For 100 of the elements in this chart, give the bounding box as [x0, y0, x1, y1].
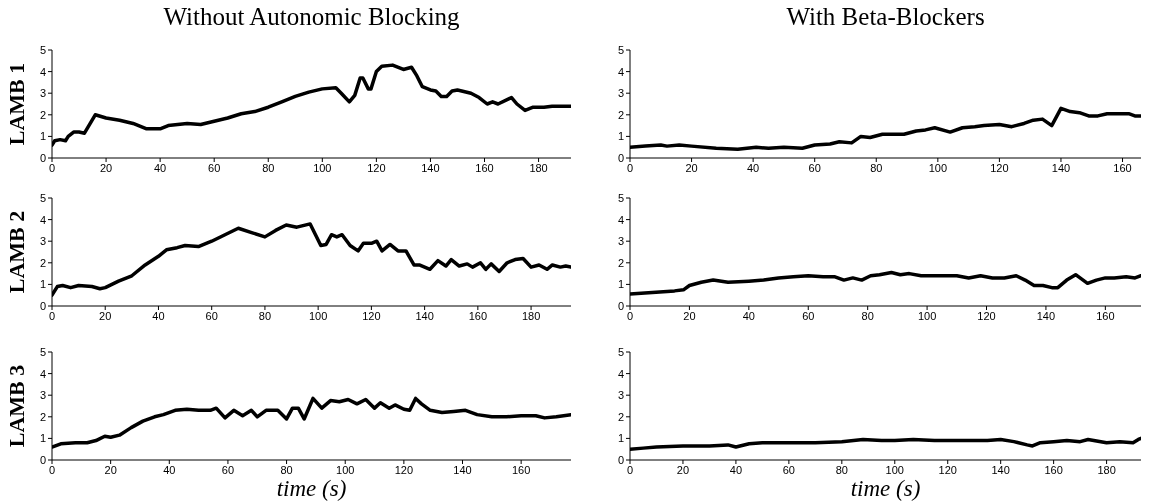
x-tick-label: 80: [861, 309, 874, 322]
y-tick-label: 4: [617, 367, 624, 380]
x-tick-label: 40: [742, 309, 755, 322]
x-tick-label: 160: [1096, 309, 1115, 322]
x-tick-label: 80: [258, 309, 272, 322]
x-tick-label: 120: [367, 161, 386, 174]
x-tick-label: 0: [48, 309, 56, 322]
y-tick-label: 3: [617, 87, 624, 100]
x-tick-label: 140: [415, 309, 434, 322]
y-tick-label: 2: [617, 410, 624, 423]
y-tick-label: 4: [39, 65, 46, 78]
y-tick-label: 3: [39, 235, 46, 248]
y-tick-label: 1: [39, 278, 46, 291]
y-tick-label: 2: [39, 256, 46, 269]
x-tick-label: 60: [782, 463, 795, 476]
x-tick-label: 20: [99, 161, 113, 174]
x-tick-label: 60: [208, 161, 221, 174]
x-tick-label: 100: [928, 161, 948, 174]
x-tick-label: 0: [48, 161, 56, 174]
x-tick-label: 120: [394, 463, 414, 476]
x-tick-label: 20: [683, 309, 696, 322]
y-tick-label: 1: [39, 130, 46, 143]
x-tick-label: 80: [870, 161, 883, 174]
x-tick-label: 0: [48, 463, 56, 476]
y-tick-label: 2: [39, 410, 46, 423]
y-tick-label: 3: [617, 235, 624, 248]
chart-title: With Beta-Blockers: [785, 3, 986, 31]
x-tick-label: 20: [685, 161, 698, 174]
x-tick-label: 180: [529, 161, 548, 174]
y-tick-label: 0: [617, 299, 624, 312]
x-axis-title: time (s): [275, 476, 348, 502]
y-tick-label: 4: [39, 367, 46, 380]
x-tick-label: 20: [104, 463, 117, 476]
y-tick-label: 3: [617, 389, 624, 402]
x-tick-label: 140: [991, 463, 1010, 476]
y-axis-title: LAMB 1: [4, 62, 30, 146]
x-tick-label: 100: [336, 463, 355, 476]
x-tick-label: 100: [308, 309, 328, 322]
x-tick-label: 140: [1036, 309, 1056, 322]
x-tick-label: 140: [421, 161, 440, 174]
y-tick-label: 4: [617, 213, 624, 226]
x-tick-label: 40: [154, 161, 167, 174]
x-tick-label: 160: [475, 161, 494, 174]
x-tick-label: 120: [990, 161, 1009, 174]
y-tick-label: 4: [617, 65, 624, 78]
y-tick-label: 0: [617, 151, 624, 164]
x-tick-label: 60: [802, 309, 815, 322]
x-tick-label: 0: [626, 463, 634, 476]
x-tick-label: 180: [1097, 463, 1116, 476]
x-axis-title: time (s): [849, 476, 922, 502]
chart-title: Without Autonomic Blocking: [162, 3, 461, 31]
x-tick-label: 180: [521, 309, 541, 322]
y-tick-label: 5: [39, 43, 46, 56]
x-tick-label: 160: [1044, 463, 1063, 476]
y-tick-label: 1: [617, 432, 624, 445]
x-tick-label: 120: [977, 309, 996, 322]
y-tick-label: 0: [617, 453, 624, 466]
y-axis-title: LAMB 3: [4, 364, 30, 448]
y-tick-label: 0: [39, 151, 46, 164]
x-tick-label: 120: [362, 309, 381, 322]
x-tick-label: 0: [626, 309, 634, 322]
x-tick-label: 60: [808, 161, 821, 174]
x-tick-label: 100: [885, 463, 904, 476]
y-tick-label: 1: [39, 432, 46, 445]
y-tick-label: 2: [617, 108, 624, 121]
x-tick-label: 40: [729, 463, 743, 476]
x-tick-label: 80: [835, 463, 848, 476]
y-tick-label: 0: [39, 453, 46, 466]
y-tick-label: 5: [617, 191, 624, 204]
y-tick-label: 3: [39, 389, 46, 402]
y-tick-label: 1: [617, 278, 624, 291]
x-tick-label: 20: [99, 309, 112, 322]
y-tick-label: 0: [39, 299, 46, 312]
y-tick-label: 1: [617, 130, 624, 143]
x-tick-label: 160: [1113, 161, 1132, 174]
x-tick-label: 140: [453, 463, 472, 476]
x-tick-label: 60: [205, 309, 218, 322]
y-tick-label: 3: [39, 87, 46, 100]
x-tick-label: 100: [313, 161, 332, 174]
x-tick-label: 100: [917, 309, 937, 322]
x-tick-label: 40: [152, 309, 165, 322]
y-tick-label: 5: [617, 43, 624, 56]
y-axis-title: LAMB 2: [4, 210, 30, 294]
y-tick-label: 2: [617, 256, 624, 269]
x-tick-label: 80: [280, 463, 293, 476]
x-tick-label: 160: [468, 309, 488, 322]
x-tick-label: 160: [511, 463, 531, 476]
y-tick-label: 4: [39, 213, 46, 226]
x-tick-label: 120: [938, 463, 957, 476]
x-tick-label: 40: [747, 161, 760, 174]
x-tick-label: 20: [676, 463, 690, 476]
x-tick-label: 40: [163, 463, 176, 476]
x-tick-label: 0: [626, 161, 634, 174]
x-tick-label: 60: [221, 463, 235, 476]
y-tick-label: 2: [39, 108, 46, 121]
y-tick-label: 5: [617, 345, 624, 358]
x-tick-label: 80: [262, 161, 275, 174]
y-tick-label: 5: [39, 191, 46, 204]
x-tick-label: 140: [1051, 161, 1071, 174]
y-tick-label: 5: [39, 345, 46, 358]
